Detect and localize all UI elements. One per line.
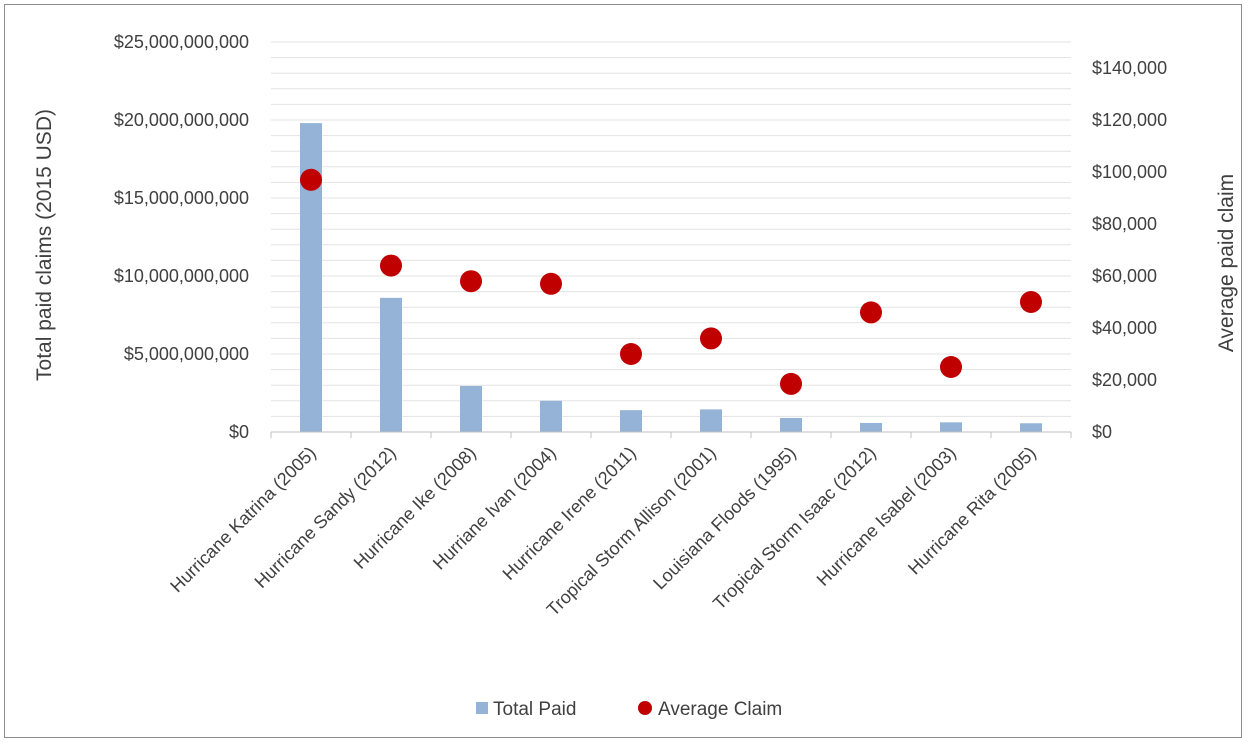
point-average-claim bbox=[700, 327, 722, 350]
right-tick-label: $100,000 bbox=[1092, 162, 1167, 182]
bar-total-paid bbox=[700, 409, 722, 432]
point-average-claim bbox=[1020, 291, 1042, 313]
category-label: Hurricane Isabel (2003) bbox=[813, 443, 960, 590]
legend-swatch-average-claim bbox=[638, 701, 652, 715]
gridlines bbox=[271, 41, 1071, 417]
bar-total-paid bbox=[940, 422, 962, 432]
bars bbox=[300, 123, 1042, 433]
point-average-claim bbox=[460, 270, 482, 293]
right-tick-label: $120,000 bbox=[1092, 110, 1167, 130]
legend-label-average-claim: Average Claim bbox=[658, 699, 782, 720]
category-label: Hurricane Sandy (2012) bbox=[251, 443, 400, 592]
point-average-claim bbox=[940, 356, 962, 378]
category-label: Louisiana Floods (1995) bbox=[649, 443, 800, 594]
left-tick-label: $5,000,000,000 bbox=[124, 344, 249, 364]
point-average-claim bbox=[860, 301, 882, 324]
category-label: Hurricane Irene (2011) bbox=[499, 443, 640, 584]
bar-total-paid bbox=[540, 400, 562, 432]
chart-frame: $0 $5,000,000,000 $10,000,000,000 $15,000,0… bbox=[4, 4, 1242, 738]
point-average-claim bbox=[620, 343, 642, 365]
right-tick-label: $140,000 bbox=[1092, 58, 1167, 78]
right-tick-label: $60,000 bbox=[1092, 266, 1157, 286]
left-tick-label: $15,000,000,000 bbox=[114, 188, 249, 208]
right-tick-label: $0 bbox=[1092, 422, 1112, 442]
category-label: Hurricane Katrina (2005) bbox=[166, 443, 320, 597]
left-tick-label: $25,000,000,000 bbox=[114, 32, 249, 52]
bar-total-paid bbox=[460, 385, 482, 432]
right-tick-label: $80,000 bbox=[1092, 214, 1157, 234]
point-average-claim bbox=[540, 272, 562, 295]
right-tick-label: $20,000 bbox=[1092, 370, 1157, 390]
legend-label-total-paid: Total Paid bbox=[493, 699, 576, 720]
legend: Total Paid Average Claim bbox=[476, 699, 782, 720]
axes bbox=[270, 431, 1072, 438]
point-average-claim bbox=[380, 254, 402, 277]
category-label: Tropical Storm Allison (2001) bbox=[543, 443, 720, 620]
legend-swatch-total-paid bbox=[476, 702, 488, 714]
bar-total-paid bbox=[620, 410, 642, 432]
category-labels: Hurricane Katrina (2005)Hurricane Sandy … bbox=[166, 443, 1040, 620]
point-average-claim bbox=[780, 372, 802, 395]
bar-total-paid bbox=[780, 417, 802, 432]
left-tick-label: $10,000,000,000 bbox=[114, 266, 249, 286]
y-axis-title-left: Total paid claims (2015 USD) bbox=[33, 109, 56, 381]
point-average-claim bbox=[300, 168, 322, 191]
left-tick-labels: $0 $5,000,000,000 $10,000,000,000 $15,000,0… bbox=[114, 32, 249, 442]
bar-total-paid bbox=[1020, 423, 1042, 432]
y-axis-title-right: Average paid claim bbox=[1215, 174, 1238, 352]
points bbox=[300, 168, 1042, 395]
bar-total-paid bbox=[380, 297, 402, 432]
bar-total-paid bbox=[860, 422, 882, 432]
right-tick-label: $40,000 bbox=[1092, 318, 1157, 338]
category-label: Tropical Storm Isaac (2012) bbox=[709, 443, 880, 614]
left-tick-label: $0 bbox=[229, 422, 249, 442]
chart-svg: $0 $5,000,000,000 $10,000,000,000 $15,000,0… bbox=[33, 32, 1238, 720]
left-tick-label: $20,000,000,000 bbox=[114, 110, 249, 130]
bar-total-paid bbox=[300, 123, 322, 433]
right-tick-labels: $0 $20,000 $40,000 $60,000 $80,000 $100,000 $1… bbox=[1092, 58, 1167, 442]
